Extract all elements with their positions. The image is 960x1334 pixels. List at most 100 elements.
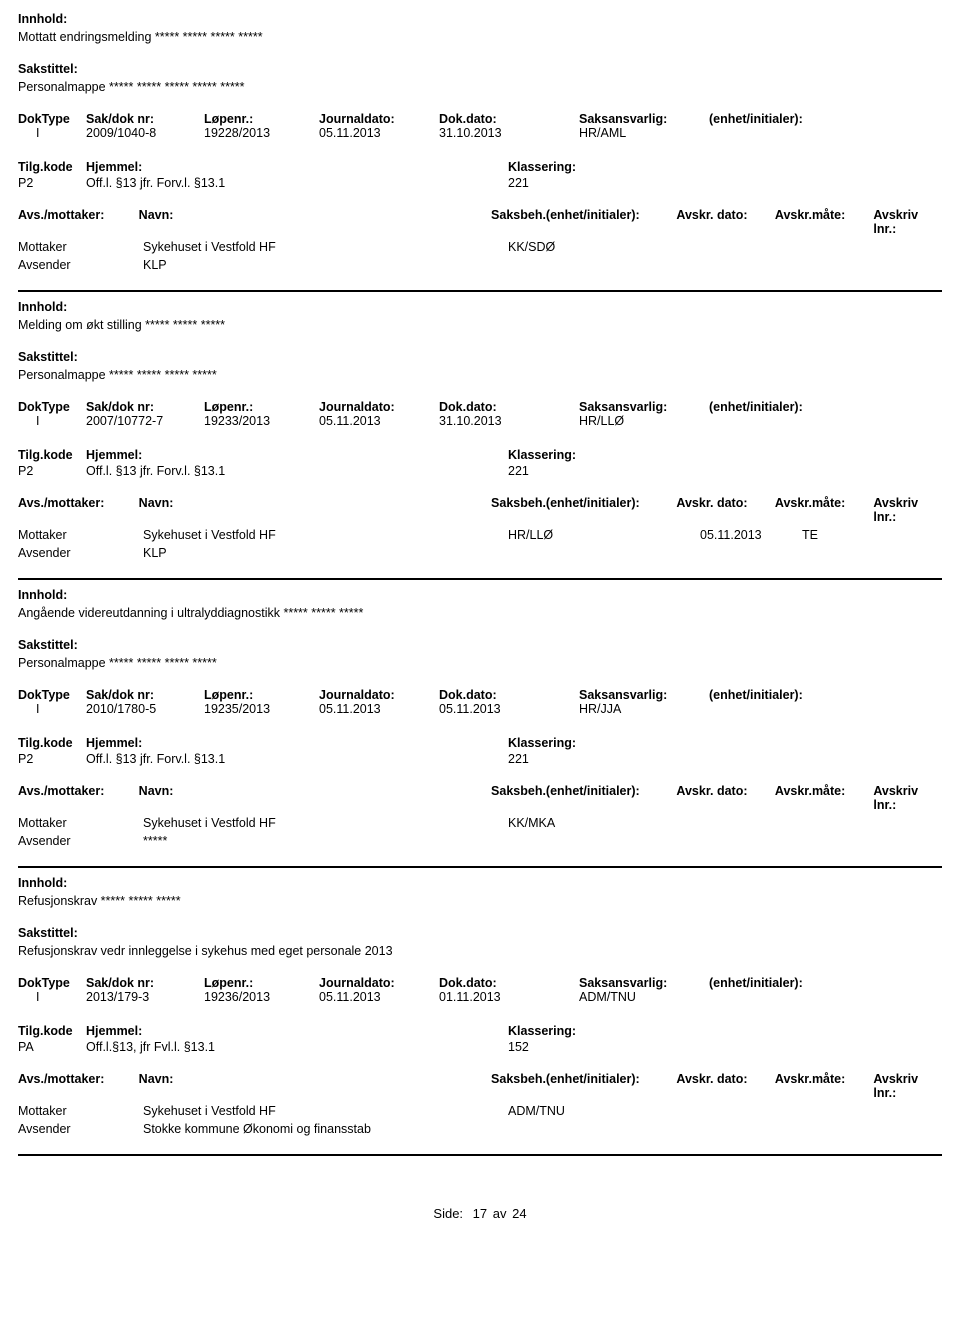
participant-avskr-dato	[700, 546, 802, 560]
hdr-journaldato: Journaldato:	[319, 112, 439, 126]
journal-entry: Innhold: Melding om økt stilling ***** *…	[18, 300, 942, 580]
participant-avskr-dato	[700, 834, 802, 848]
hdr-doktype: DokType	[18, 688, 86, 702]
val-doktype: I	[18, 702, 86, 716]
meta-table: DokType Sak/dok nr: Løpenr.: Journaldato…	[18, 976, 942, 1004]
hdr-hjemmel: Hjemmel:	[86, 160, 142, 174]
footer-total: 24	[512, 1206, 526, 1221]
participant-avskr-dato	[700, 240, 802, 254]
hdr-avskr-dato: Avskr. dato:	[676, 496, 774, 510]
val-dokdato: 31.10.2013	[439, 414, 579, 428]
participant-saksbeh: KK/MKA	[508, 816, 700, 830]
participants-block: Avs./mottaker: Navn: Saksbeh.(enhet/init…	[18, 496, 942, 560]
val-hjemmel: Off.l. §13 jfr. Forv.l. §13.1	[86, 464, 225, 478]
hdr-doktype: DokType	[18, 112, 86, 126]
hdr-avskriv-lnr: Avskriv lnr.:	[873, 496, 942, 524]
meta-table: DokType Sak/dok nr: Løpenr.: Journaldato…	[18, 688, 942, 716]
val-hjemmel: Off.l.§13, jfr Fvl.l. §13.1	[86, 1040, 215, 1054]
hdr-journaldato: Journaldato:	[319, 688, 439, 702]
hdr-avskriv-lnr: Avskriv lnr.:	[873, 784, 942, 812]
participants-block: Avs./mottaker: Navn: Saksbeh.(enhet/init…	[18, 208, 942, 272]
hdr-saksansvarlig: Saksansvarlig:	[579, 688, 709, 702]
hdr-lopenr: Løpenr.:	[204, 400, 319, 414]
participant-name: Sykehuset i Vestfold HF	[143, 240, 508, 254]
val-journaldato: 05.11.2013	[319, 126, 439, 140]
label-sakstittel: Sakstittel:	[18, 926, 942, 940]
participant-row: Mottaker Sykehuset i Vestfold HF HR/LLØ …	[18, 528, 942, 542]
hdr-tilgkode: Tilg.kode	[18, 448, 86, 462]
hdr-hjemmel: Hjemmel:	[86, 736, 142, 750]
sakstittel-text: Personalmappe ***** ***** ***** *****	[18, 656, 942, 670]
sakstittel-block: Sakstittel: Personalmappe ***** ***** **…	[18, 350, 942, 382]
hdr-navn: Navn:	[139, 1072, 491, 1086]
val-klassering: 152	[508, 1040, 576, 1054]
hdr-dokdato: Dok.dato:	[439, 112, 579, 126]
hdr-lopenr: Løpenr.:	[204, 688, 319, 702]
participant-avskr-dato	[700, 1104, 802, 1118]
innhold-text: Mottatt endringsmelding ***** ***** ****…	[18, 30, 942, 44]
hdr-avs-mottaker: Avs./mottaker:	[18, 496, 139, 510]
participant-row: Avsender KLP	[18, 258, 942, 272]
participant-role: Avsender	[18, 258, 143, 272]
hdr-avskriv-lnr: Avskriv lnr.:	[873, 208, 942, 236]
val-sakdoknr: 2013/179-3	[86, 990, 204, 1004]
hdr-tilgkode: Tilg.kode	[18, 1024, 86, 1038]
hdr-dokdato: Dok.dato:	[439, 688, 579, 702]
hdr-sakdoknr: Sak/dok nr:	[86, 688, 204, 702]
hdr-dokdato: Dok.dato:	[439, 976, 579, 990]
val-hjemmel: Off.l. §13 jfr. Forv.l. §13.1	[86, 752, 225, 766]
innhold-text: Refusjonskrav ***** ***** *****	[18, 894, 942, 908]
val-hjemmel: Off.l. §13 jfr. Forv.l. §13.1	[86, 176, 225, 190]
participant-name: KLP	[143, 546, 508, 560]
val-journaldato: 05.11.2013	[319, 414, 439, 428]
participant-name: *****	[143, 834, 508, 848]
participant-role: Avsender	[18, 546, 143, 560]
hdr-saksansvarlig: Saksansvarlig:	[579, 976, 709, 990]
hdr-avskr-dato: Avskr. dato:	[676, 1072, 774, 1086]
participants-rows: Mottaker Sykehuset i Vestfold HF KK/MKA …	[18, 816, 942, 848]
hdr-sakdoknr: Sak/dok nr:	[86, 400, 204, 414]
participant-saksbeh	[508, 834, 700, 848]
hdr-klassering: Klassering:	[508, 448, 576, 462]
hdr-avskr-mate: Avskr.måte:	[775, 1072, 873, 1086]
hdr-dokdato: Dok.dato:	[439, 400, 579, 414]
participant-avskr-mate: TE	[802, 528, 904, 542]
participant-avskr-dato	[700, 816, 802, 830]
participant-role: Mottaker	[18, 240, 143, 254]
participant-role: Mottaker	[18, 1104, 143, 1118]
footer-of: av	[493, 1206, 507, 1221]
hdr-tilgkode: Tilg.kode	[18, 160, 86, 174]
hdr-lopenr: Løpenr.:	[204, 976, 319, 990]
hdr-sakdoknr: Sak/dok nr:	[86, 976, 204, 990]
participant-saksbeh: ADM/TNU	[508, 1104, 700, 1118]
innhold-block: Innhold: Angående videreutdanning i ultr…	[18, 588, 942, 620]
participant-row: Avsender KLP	[18, 546, 942, 560]
hdr-lopenr: Løpenr.:	[204, 112, 319, 126]
hdr-doktype: DokType	[18, 400, 86, 414]
participant-avskr-mate	[802, 240, 904, 254]
participant-role: Avsender	[18, 834, 143, 848]
val-lopenr: 19233/2013	[204, 414, 319, 428]
hdr-saksbeh: Saksbeh.(enhet/initialer):	[491, 208, 676, 222]
hdr-tilgkode: Tilg.kode	[18, 736, 86, 750]
hdr-klassering: Klassering:	[508, 1024, 576, 1038]
entries-container: Innhold: Mottatt endringsmelding ***** *…	[18, 12, 942, 1156]
hdr-enhet-initialer: (enhet/initialer):	[709, 688, 803, 702]
hjemmel-block: Tilg.kode Hjemmel: P2 Off.l. §13 jfr. Fo…	[18, 160, 942, 190]
participant-row: Mottaker Sykehuset i Vestfold HF KK/MKA	[18, 816, 942, 830]
participant-role: Mottaker	[18, 528, 143, 542]
hdr-saksbeh: Saksbeh.(enhet/initialer):	[491, 784, 676, 798]
hdr-klassering: Klassering:	[508, 160, 576, 174]
hdr-avskriv-lnr: Avskriv lnr.:	[873, 1072, 942, 1100]
val-sakdoknr: 2007/10772-7	[86, 414, 204, 428]
hdr-saksbeh: Saksbeh.(enhet/initialer):	[491, 1072, 676, 1086]
hdr-klassering: Klassering:	[508, 736, 576, 750]
hdr-avs-mottaker: Avs./mottaker:	[18, 208, 139, 222]
participant-name: KLP	[143, 258, 508, 272]
hdr-avs-mottaker: Avs./mottaker:	[18, 784, 139, 798]
val-lopenr: 19235/2013	[204, 702, 319, 716]
innhold-block: Innhold: Refusjonskrav ***** ***** *****	[18, 876, 942, 908]
val-lopenr: 19236/2013	[204, 990, 319, 1004]
hdr-avskr-dato: Avskr. dato:	[676, 784, 774, 798]
participants-block: Avs./mottaker: Navn: Saksbeh.(enhet/init…	[18, 784, 942, 848]
